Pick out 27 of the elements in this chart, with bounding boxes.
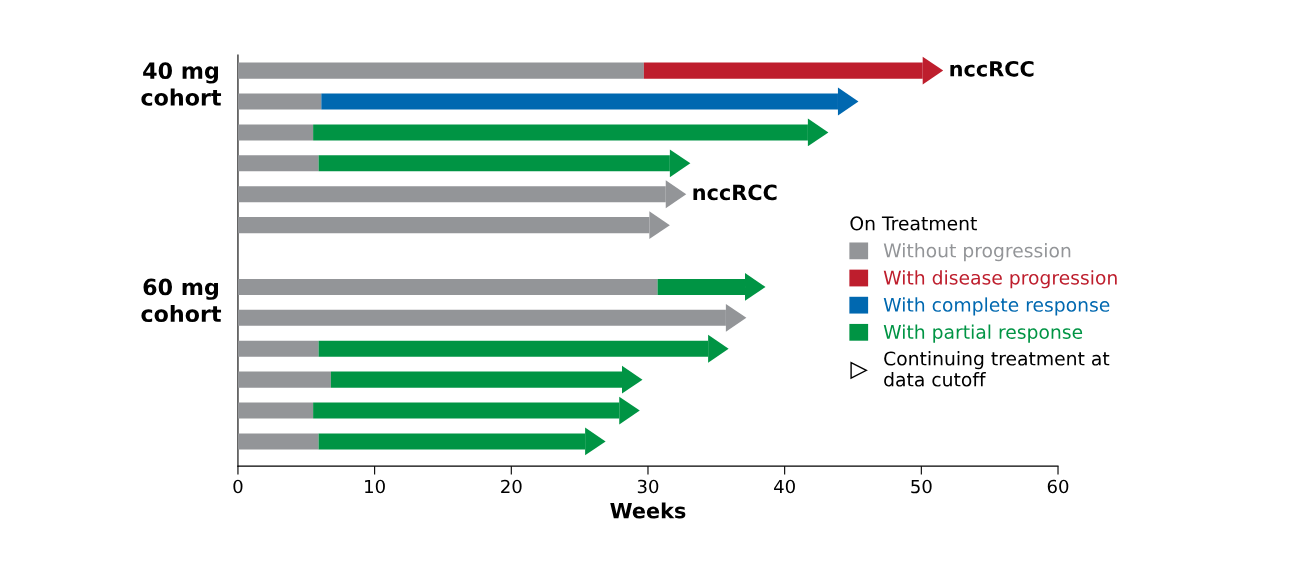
legend-label: With partial response xyxy=(883,324,1083,343)
data-label: nccRCC xyxy=(950,60,1034,77)
x-tick-label: 50 xyxy=(911,479,932,494)
bar xyxy=(237,62,644,79)
bar xyxy=(237,155,319,172)
x-tick-label: 0 xyxy=(233,479,243,494)
x-tick-label: 60 xyxy=(1047,479,1069,494)
bar xyxy=(237,340,319,357)
x-tick-label: 10 xyxy=(365,479,385,494)
annotation: Continuing treatment at data cutoff xyxy=(884,351,1110,387)
text: 40 mg cohort xyxy=(141,62,222,106)
legend-label: With complete response xyxy=(883,297,1110,316)
x-tick-label: 40 xyxy=(774,479,795,494)
bar xyxy=(237,93,322,110)
bar xyxy=(237,371,331,388)
legend-title: On Treatment xyxy=(850,216,977,231)
bar xyxy=(237,402,314,419)
bar xyxy=(237,433,319,450)
legend-label: With disease progression xyxy=(883,270,1117,289)
x-tick-label: 30 xyxy=(637,479,659,494)
bar xyxy=(237,278,658,295)
text: 60 mg cohort xyxy=(141,278,222,323)
data-label: nccRCC xyxy=(693,184,777,201)
x-tick-label: 20 xyxy=(501,479,522,494)
legend-label: Without progression xyxy=(883,243,1071,262)
bar xyxy=(237,124,314,141)
x-axis-title: Weeks xyxy=(610,502,686,519)
